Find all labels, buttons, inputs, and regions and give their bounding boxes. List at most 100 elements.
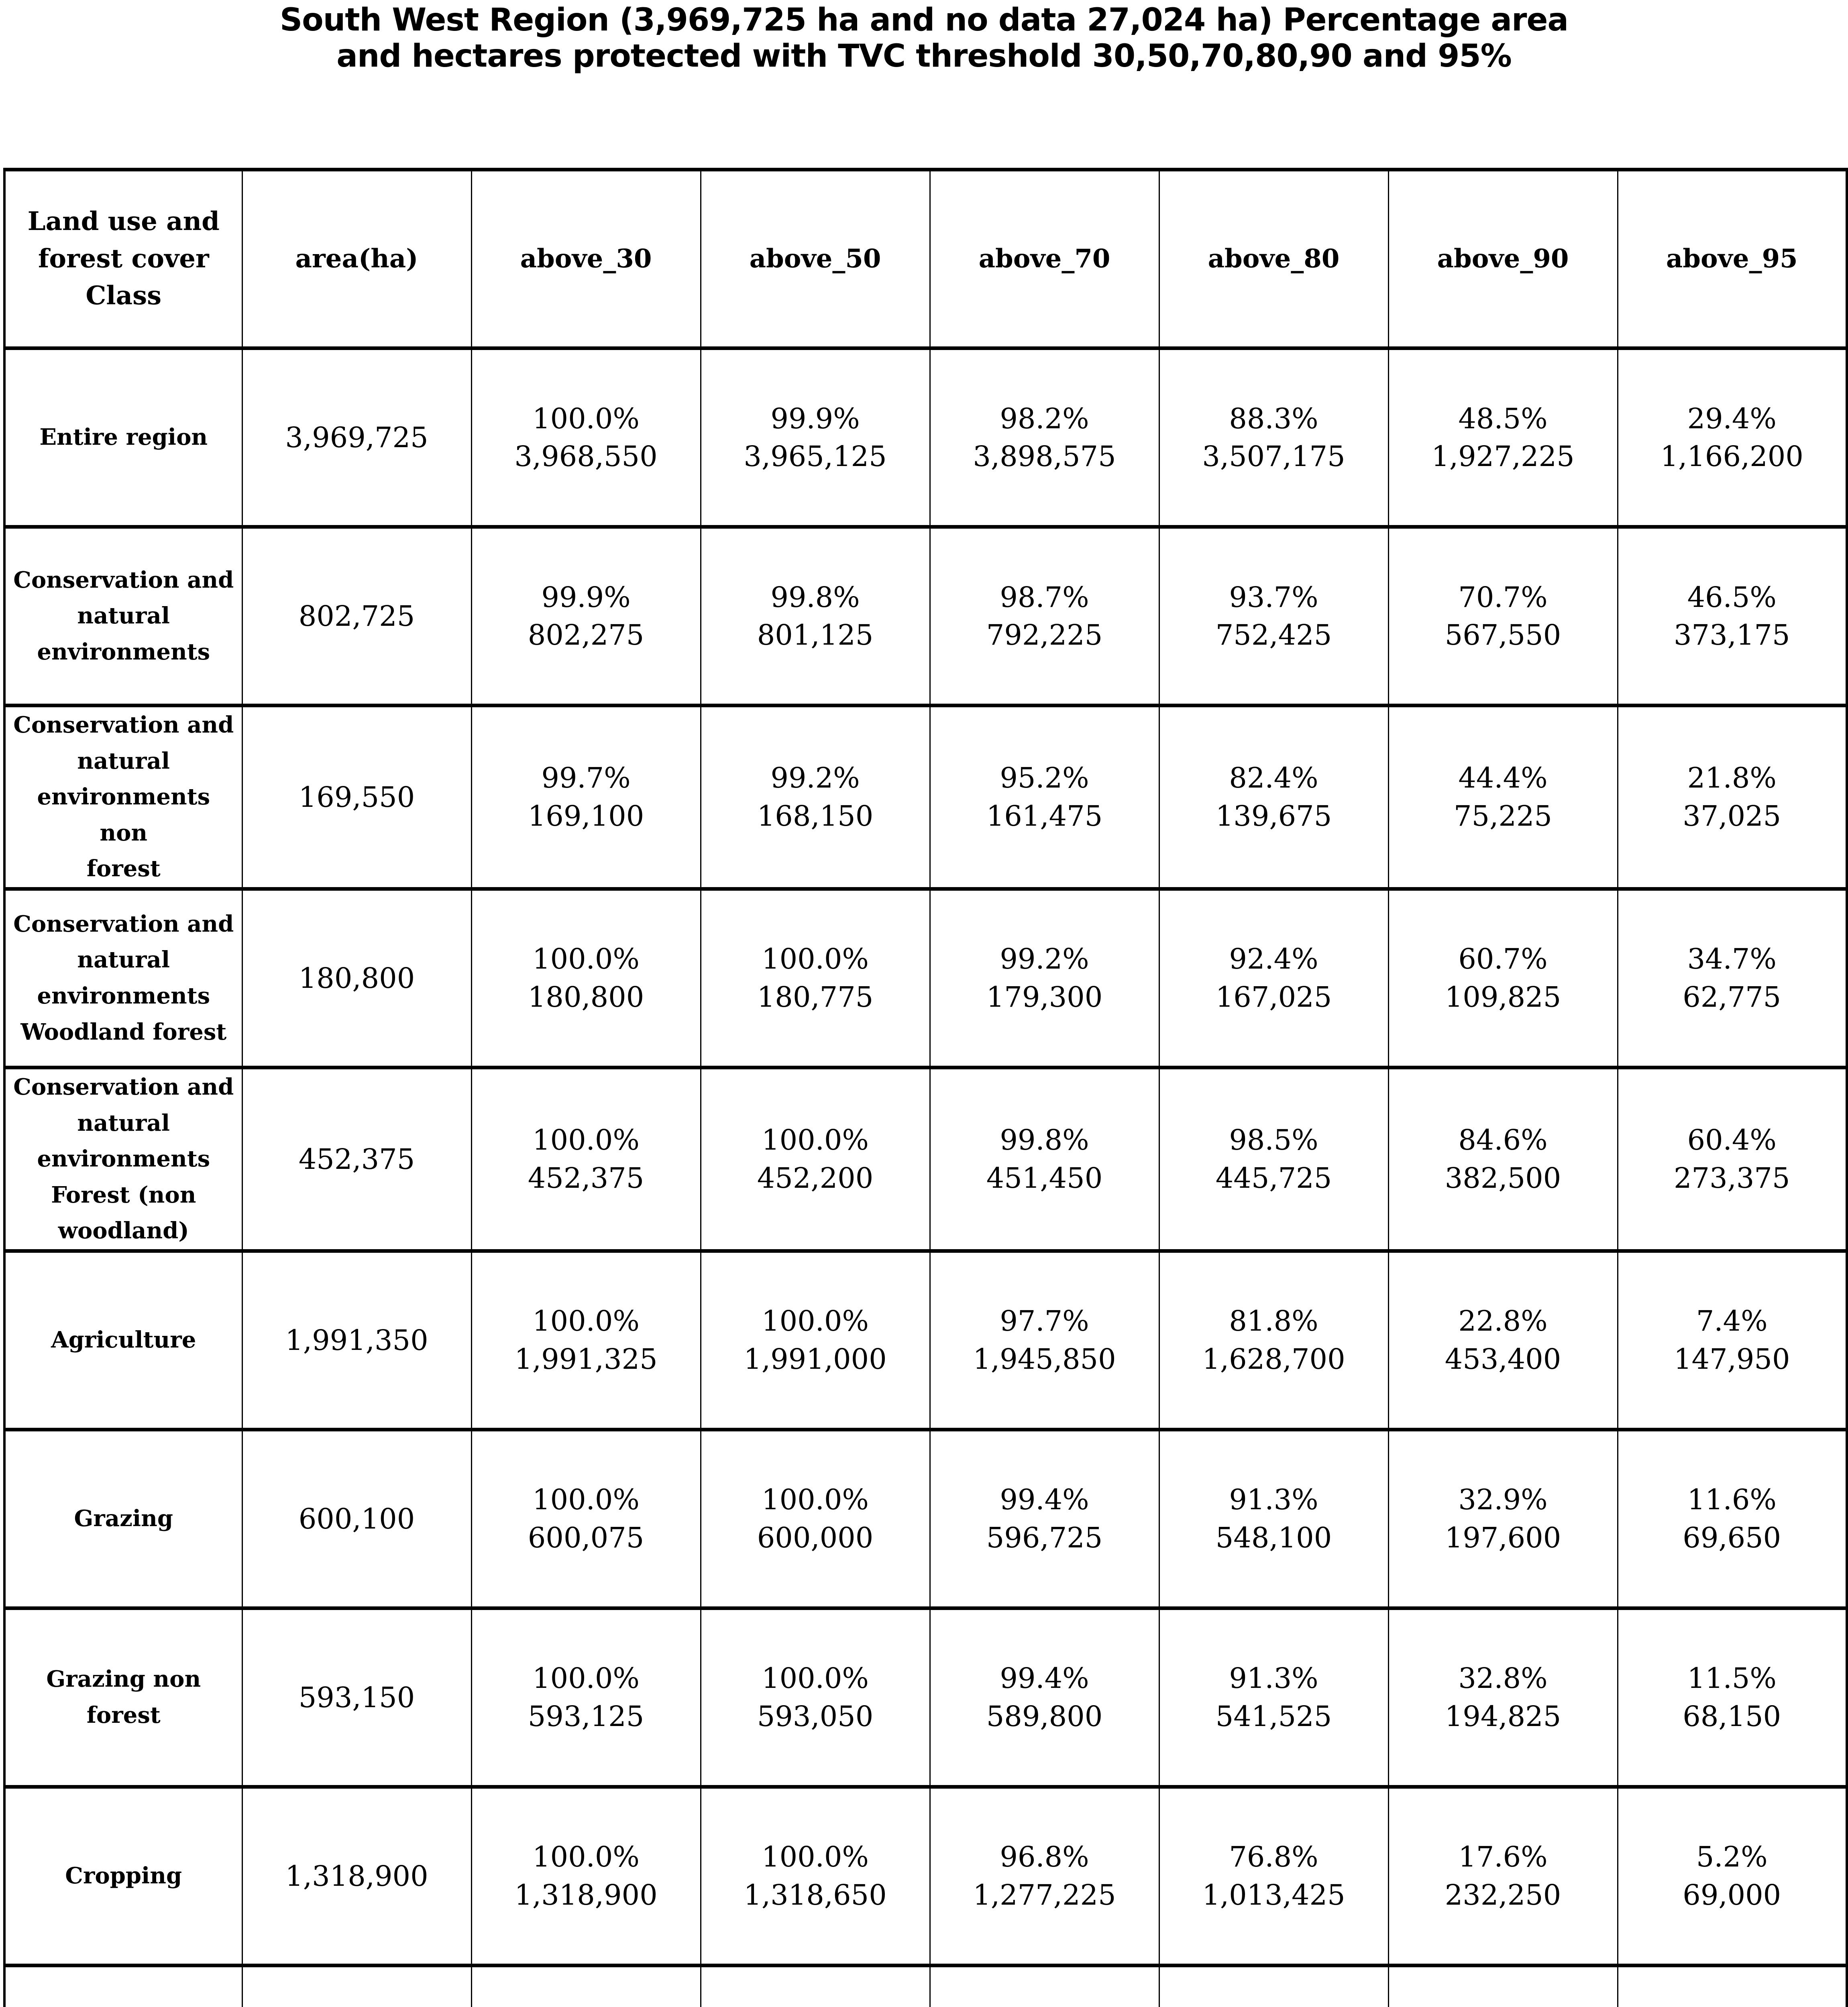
pct-value: 100.0%: [762, 1840, 869, 1874]
ha-value: 1,318,650: [744, 1878, 887, 1911]
pct-value: 44.4%: [1458, 761, 1548, 795]
ha-value: 802,275: [528, 619, 644, 651]
data-cell: 100.0% 600,075: [471, 1427, 701, 1610]
page-title: South West Region (3,969,725 ha and no d…: [0, 2, 1848, 74]
pct-value: 48.5%: [1458, 402, 1548, 435]
pct-value: 21.8%: [1687, 761, 1777, 795]
data-cell: 48.5% 1,927,225: [1388, 346, 1618, 529]
ha-value: 1,318,900: [514, 1878, 658, 1911]
table-row: Grazing non forest 593,150 100.0% 593,125…: [4, 1606, 1848, 1789]
ha-value: 453,400: [1445, 1342, 1561, 1376]
table-row: Cropping 1,318,900 100.0% 1,318,900 100.0…: [4, 1785, 1848, 1967]
data-cell: 12.8%9,275: [1617, 1963, 1848, 2007]
data-cell: 100.0% 600,000: [700, 1427, 931, 1610]
ha-value: 139,675: [1215, 799, 1332, 833]
data-cell: 100.0% 452,375: [471, 1065, 701, 1253]
ha-value: 3,968,550: [514, 440, 658, 473]
ha-value: 1,927,225: [1431, 440, 1575, 473]
ha-value: 1,277,225: [973, 1878, 1116, 1911]
ha-value: 541,525: [1215, 1700, 1332, 1733]
data-table: Land use and forest cover Class area(ha)…: [3, 168, 1848, 2007]
pct-value: 29.4%: [1687, 402, 1777, 435]
ha-value: 593,050: [757, 1700, 874, 1733]
data-cell: 98.7% 792,225: [929, 525, 1160, 707]
column-header: above_90: [1388, 168, 1618, 350]
table-row: Conservation and natural environments 80…: [4, 525, 1848, 707]
data-cell: 32.9% 197,600: [1388, 1427, 1618, 1610]
data-cell: 32.5%23,475: [1388, 1963, 1618, 2007]
data-cell: 100.0% 452,200: [700, 1065, 931, 1253]
pct-value: 5.2%: [1696, 1840, 1768, 1874]
pct-value: 100.0%: [532, 1662, 640, 1695]
column-header: above_50: [700, 168, 931, 350]
table-row: Conservation and natural environments no…: [4, 704, 1848, 891]
table-row: Grazing 600,100 100.0% 600,075 100.0% 600,…: [4, 1427, 1848, 1610]
pct-value: 32.9%: [1458, 1483, 1548, 1516]
page-title-line2: and hectares protected with TVC threshol…: [336, 38, 1512, 74]
header-row: Land use and forest cover Class area(ha)…: [4, 168, 1848, 350]
ha-value: 75,225: [1454, 799, 1552, 833]
pct-value: 95.2%: [1000, 761, 1089, 795]
data-cell: 11.5% 68,150: [1617, 1606, 1848, 1789]
data-cell: 99.2% 179,300: [929, 887, 1160, 1069]
ha-value: 273,375: [1674, 1161, 1790, 1195]
row-label: Irrigation: [4, 1963, 243, 2007]
pct-value: 100.0%: [532, 1483, 640, 1516]
area-cell: 180,800: [241, 887, 472, 1069]
pct-value: 32.8%: [1458, 1662, 1548, 1695]
pct-value: 99.9%: [541, 580, 631, 614]
pct-value: 81.8%: [1229, 1305, 1318, 1338]
data-cell: 22.8% 453,400: [1388, 1249, 1618, 1431]
data-cell: 99.8% 801,125: [700, 525, 931, 707]
ha-value: 1,945,850: [973, 1342, 1116, 1376]
ha-value: 373,175: [1674, 619, 1790, 651]
ha-value: 147,950: [1674, 1342, 1790, 1376]
ha-value: 589,800: [986, 1700, 1103, 1733]
data-cell: 99.8% 451,450: [929, 1065, 1160, 1253]
data-cell: 100.0% 1,318,900: [471, 1785, 701, 1967]
ha-value: 62,775: [1683, 980, 1781, 1014]
data-cell: 17.6% 232,250: [1388, 1785, 1618, 1967]
ha-value: 180,775: [757, 980, 874, 1014]
data-cell: 99.7% 169,100: [471, 704, 701, 891]
pct-value: 99.2%: [770, 761, 860, 795]
pct-value: 70.7%: [1458, 580, 1548, 614]
data-cell: 100.0% 1,318,650: [700, 1785, 931, 1967]
pct-value: 17.6%: [1458, 1840, 1548, 1874]
data-cell: 99.4% 589,800: [929, 1606, 1160, 1789]
data-cell: 100.0% 180,775: [700, 887, 931, 1069]
data-cell: 5.2% 69,000: [1617, 1785, 1848, 1967]
pct-value: 84.6%: [1458, 1124, 1548, 1157]
pct-value: 91.3%: [1229, 1483, 1318, 1516]
area-cell: 1,991,350: [241, 1249, 472, 1431]
data-cell: 91.3% 548,100: [1158, 1427, 1389, 1610]
pct-value: 88.3%: [1229, 402, 1318, 435]
ha-value: 69,650: [1683, 1521, 1781, 1554]
pct-value: 93.7%: [1229, 580, 1318, 614]
pct-value: 99.4%: [1000, 1662, 1089, 1695]
data-cell: 88.3% 3,507,175: [1158, 346, 1389, 529]
data-cell: 98.5% 445,725: [1158, 1065, 1389, 1253]
data-cell: 60.7% 109,825: [1388, 887, 1618, 1069]
area-cell: 802,725: [241, 525, 472, 707]
data-cell: 99.9% 802,275: [471, 525, 701, 707]
ha-value: 567,550: [1445, 619, 1561, 651]
pct-value: 76.8%: [1229, 1840, 1318, 1874]
ha-value: 194,825: [1445, 1700, 1561, 1733]
ha-value: 1,166,200: [1660, 440, 1803, 473]
pct-value: 46.5%: [1687, 580, 1777, 614]
data-cell: 100.0%72,250: [700, 1963, 931, 2007]
data-cell: 100.0% 1,991,325: [471, 1249, 701, 1431]
ha-value: 37,025: [1683, 799, 1781, 833]
data-cell: 92.8%67,075: [1158, 1963, 1389, 2007]
pct-value: 100.0%: [762, 1124, 869, 1157]
data-cell: 100.0% 180,800: [471, 887, 701, 1069]
data-cell: 32.8% 194,825: [1388, 1606, 1618, 1789]
data-cell: 29.4% 1,166,200: [1617, 346, 1848, 529]
ha-value: 161,475: [986, 799, 1103, 833]
column-header: area(ha): [241, 168, 472, 350]
area-cell: 452,375: [241, 1065, 472, 1253]
data-cell: 100.0% 593,050: [700, 1606, 931, 1789]
pct-value: 11.6%: [1687, 1483, 1777, 1516]
ha-value: 69,000: [1683, 1878, 1781, 1911]
